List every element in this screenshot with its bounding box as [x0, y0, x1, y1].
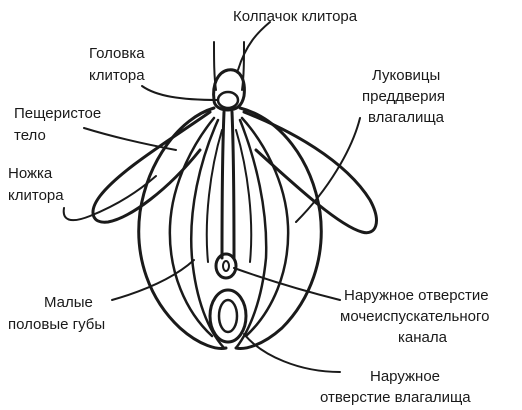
left-cavernous-inner: [168, 116, 216, 338]
leader-urethral: [233, 267, 341, 301]
label-labia-line2: половые губы: [8, 316, 105, 333]
label-glans-line1: Головка: [89, 45, 145, 62]
label-vaginal-line1: Наружное: [370, 368, 440, 385]
right-bulb-shape: [234, 106, 323, 350]
leader-labia: [111, 259, 195, 301]
label-urethral-line1: Наружное отверстие: [344, 287, 489, 304]
shaft-right-line: [230, 110, 236, 260]
label-clitoral-hood: Колпачок клитора: [233, 8, 358, 25]
right-cavernous-inner: [240, 116, 290, 338]
leader-vaginal: [243, 333, 341, 373]
label-urethral-line3: канала: [398, 329, 448, 346]
left-bulb-shape: [137, 106, 228, 350]
label-crus-line2: клитора: [8, 187, 64, 204]
leader-glans: [141, 85, 219, 101]
label-labia-line1: Малые: [44, 294, 93, 311]
glans-shape: [216, 90, 240, 110]
label-cavernous-line1: Пещеристое: [14, 105, 101, 122]
leader-clitoral-hood: [237, 21, 271, 71]
label-bulbs-line3: влагалища: [368, 109, 445, 126]
leader-cavernous-body: [83, 127, 177, 151]
label-crus-line1: Ножка: [8, 165, 53, 182]
labels: Колпачок клитора Головка клитора Пещерис…: [8, 8, 489, 406]
label-vaginal-line2: отверстие влагалища: [320, 389, 471, 406]
right-inner-fold: [235, 129, 253, 263]
label-glans-line2: клитора: [89, 67, 145, 84]
leader-lines: [62, 21, 361, 373]
urethral-opening-inner: [222, 260, 230, 272]
vaginal-opening-inner: [217, 298, 239, 334]
urethral-opening-shape: [214, 252, 238, 280]
vaginal-opening-outer: [208, 288, 248, 344]
left-labium: [190, 118, 226, 350]
label-cavernous-line2: тело: [14, 127, 46, 144]
left-inner-fold: [205, 129, 223, 263]
label-bulbs-line2: преддверия: [362, 88, 445, 105]
leader-crus: [62, 175, 157, 222]
right-crus-shape: [242, 110, 378, 235]
label-urethral-line2: мочеиспускательного: [340, 308, 489, 325]
leader-bulbs: [295, 117, 361, 223]
right-labium: [234, 118, 268, 350]
anatomy-illustration: [91, 41, 378, 350]
label-bulbs-line1: Луковицы: [372, 67, 440, 84]
clitoral-hood-shape: [212, 68, 246, 112]
hood-line-right: [241, 41, 245, 91]
shaft-left-line: [220, 110, 226, 260]
